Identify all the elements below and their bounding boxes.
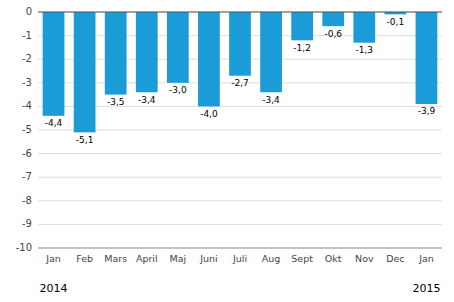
y-tick-label: -7 — [22, 171, 32, 182]
y-tick-label: -8 — [22, 195, 32, 206]
y-tick-label: -9 — [22, 218, 32, 229]
x-tick-label: Jan — [418, 253, 434, 264]
data-label: -4,0 — [200, 109, 218, 119]
data-label: -5,1 — [76, 135, 94, 145]
y-tick-label: -5 — [22, 124, 32, 135]
grid-line — [38, 153, 442, 154]
y-tick-label: -3 — [22, 77, 32, 88]
year-label: 2015 — [412, 282, 440, 295]
x-tick-label: Okt — [325, 253, 342, 264]
grid-line — [38, 248, 442, 249]
x-tick-label: Juli — [232, 253, 247, 264]
grid-line — [38, 177, 442, 178]
data-label: -1,2 — [293, 43, 311, 53]
chart-container: 0 -1 -2 -3 -4 -5 -6 -7 -8 -9 -10 -4,4 -5,1 -3,5 -3,4 -3… — [0, 0, 454, 302]
y-tick-label: -2 — [22, 53, 32, 64]
data-label: -2,7 — [231, 78, 249, 88]
x-tick-label: Dec — [386, 253, 404, 264]
x-tick-label: Aug — [262, 253, 281, 264]
grid-line — [38, 224, 442, 225]
y-tick-label: -1 — [22, 30, 32, 41]
bar — [136, 12, 158, 92]
data-label: -0,6 — [324, 29, 342, 39]
bar — [416, 12, 438, 104]
data-label: -3,5 — [107, 97, 125, 107]
x-axis-line — [38, 248, 442, 249]
data-label: -3,9 — [418, 106, 436, 116]
chart: 0 -1 -2 -3 -4 -5 -6 -7 -8 -9 -10 -4,4 -5,1 -3,5 -3,4 -3… — [0, 0, 454, 302]
data-label: -3,4 — [262, 95, 280, 105]
bar — [291, 12, 313, 40]
x-tick-label: Feb — [76, 253, 93, 264]
grid-line — [38, 12, 442, 13]
x-tick-label: Sept — [291, 253, 313, 264]
data-label: -3,0 — [169, 85, 187, 95]
grid-line — [38, 200, 442, 201]
bar — [43, 12, 65, 116]
y-tick-label: -10 — [16, 242, 32, 253]
grid-line — [38, 106, 442, 107]
data-label: -4,4 — [45, 118, 63, 128]
x-tick-label: Jan — [45, 253, 61, 264]
grid-line — [38, 130, 442, 131]
grid — [38, 12, 442, 248]
bar — [167, 12, 189, 83]
bar — [353, 12, 375, 43]
bar — [198, 12, 220, 106]
bars — [43, 12, 438, 132]
bar — [105, 12, 127, 95]
x-tick-label: April — [136, 253, 158, 264]
x-tick-label: Maj — [170, 253, 187, 264]
data-label: -1,3 — [356, 45, 374, 55]
x-tick-label: Mars — [104, 253, 127, 264]
bar — [229, 12, 251, 76]
y-tick-label: -6 — [22, 148, 32, 159]
x-tick-label: Juni — [199, 253, 217, 264]
bar — [322, 12, 344, 26]
data-label: -3,4 — [138, 95, 156, 105]
y-tick-label: -4 — [22, 100, 32, 111]
bar — [74, 12, 96, 132]
year-label: 2014 — [40, 282, 68, 295]
zero-line — [38, 12, 442, 13]
data-label: -0,1 — [387, 17, 405, 27]
y-tick-label: 0 — [26, 6, 32, 17]
x-tick-label: Nov — [355, 253, 374, 264]
bar — [260, 12, 282, 92]
